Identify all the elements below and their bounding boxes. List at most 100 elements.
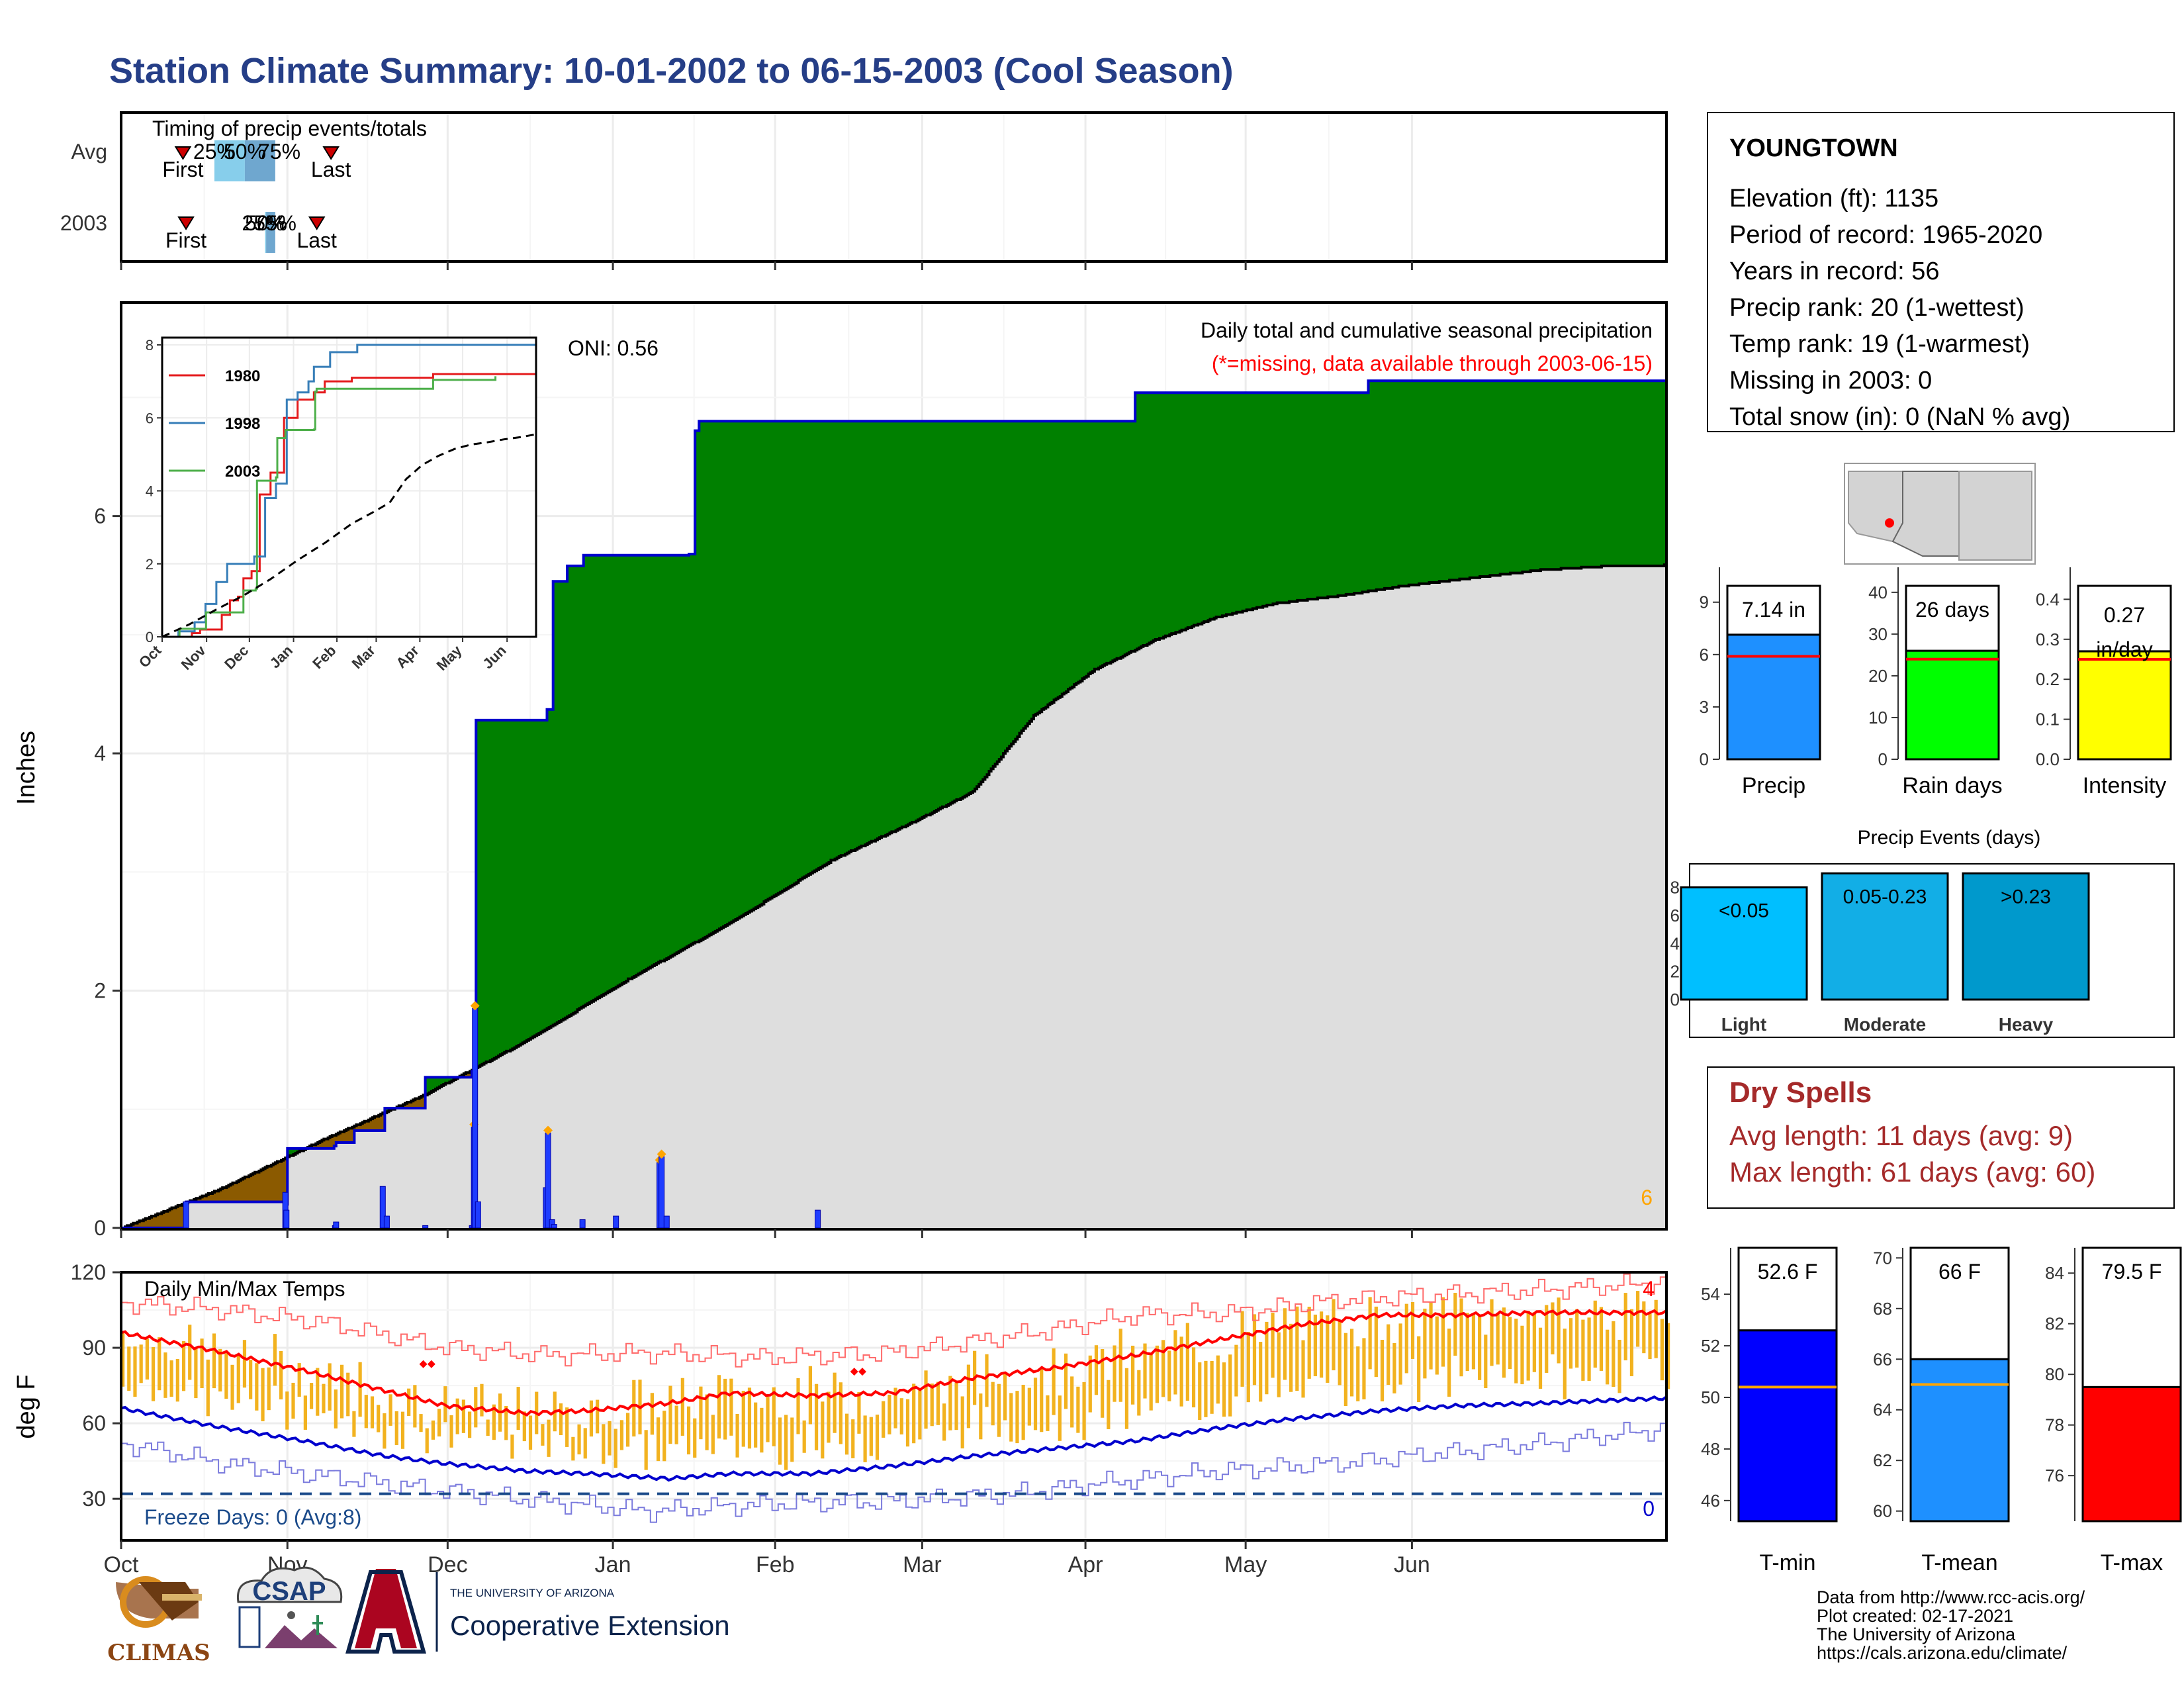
footer-line-1: Plot created: 02-17-2021 bbox=[1817, 1606, 2013, 1626]
record-high-marker bbox=[419, 1360, 428, 1368]
daily-precip-marker bbox=[657, 1149, 666, 1159]
daily-temp-bar bbox=[1648, 1313, 1652, 1360]
daily-temp-bar bbox=[1429, 1302, 1433, 1370]
daily-temp-bar bbox=[1216, 1355, 1220, 1404]
daily-temp-bar bbox=[151, 1347, 156, 1401]
events-bar-1-label: Moderate bbox=[1844, 1014, 1926, 1035]
events-ytick-label-0: 0 bbox=[1670, 990, 1680, 1009]
daily-temp-bar bbox=[1374, 1306, 1378, 1378]
events-ytick-label-1: 2 bbox=[1670, 962, 1680, 982]
daily-temp-bar bbox=[851, 1419, 855, 1458]
daily-temp-bar bbox=[1392, 1342, 1396, 1393]
timing-row-avg-label: Avg bbox=[71, 140, 107, 164]
daily-temp-bar bbox=[942, 1403, 946, 1441]
daily-precip-bar bbox=[475, 1201, 481, 1229]
inset-ytick-label-4: 8 bbox=[146, 337, 154, 353]
daily-temp-bar bbox=[1617, 1339, 1621, 1393]
daily-temp-bar bbox=[1502, 1307, 1506, 1378]
normal-min-line bbox=[120, 1395, 1668, 1482]
daily-temp-bar bbox=[784, 1415, 788, 1470]
month-label-8: Jun bbox=[1394, 1552, 1430, 1577]
temp-count-top: 4 bbox=[1643, 1277, 1655, 1301]
daily-temp-bar bbox=[504, 1405, 508, 1440]
daily-temp-bar bbox=[814, 1383, 819, 1450]
temp-bar-1-tick-label-5: 70 bbox=[1873, 1248, 1892, 1268]
daily-temp-bar bbox=[1514, 1319, 1518, 1383]
daily-temp-bar bbox=[1118, 1329, 1122, 1402]
daily-temp-bar bbox=[1113, 1345, 1116, 1402]
daily-precip-bar bbox=[183, 1201, 189, 1229]
california-shape bbox=[1848, 471, 1903, 543]
daily-temp-bar bbox=[821, 1401, 825, 1459]
daily-temp-bar bbox=[875, 1414, 880, 1460]
precip-ylabel: Inches bbox=[13, 731, 40, 805]
stat-bar-1-tick-label-3: 30 bbox=[1868, 624, 1888, 644]
daily-temp-bar bbox=[279, 1350, 283, 1400]
daily-temp-bar bbox=[1465, 1313, 1469, 1372]
events-bar-0-label: Light bbox=[1721, 1014, 1766, 1035]
avg-last-label: Last bbox=[311, 158, 351, 181]
daily-temp-bar bbox=[1666, 1323, 1670, 1389]
daily-temp-bar bbox=[419, 1414, 423, 1432]
temp-bar-2-tick-label-1: 78 bbox=[2045, 1415, 2064, 1435]
daily-temp-bar bbox=[1046, 1395, 1050, 1431]
events-bar-0-range: <0.05 bbox=[1719, 900, 1769, 922]
daily-temp-bar bbox=[1198, 1362, 1202, 1421]
daily-temp-bar bbox=[1435, 1316, 1439, 1375]
daily-temp-bar bbox=[413, 1385, 417, 1428]
daily-temp-bar bbox=[1082, 1382, 1086, 1440]
month-label-0: Oct bbox=[104, 1552, 139, 1577]
daily-temp-bar bbox=[887, 1394, 891, 1434]
daily-temp-bar bbox=[303, 1395, 307, 1430]
daily-temp-bar bbox=[328, 1363, 332, 1411]
daily-temp-bar bbox=[1349, 1329, 1354, 1397]
temp-ytick-label-3: 120 bbox=[71, 1260, 106, 1284]
daily-temp-bar bbox=[1612, 1321, 1615, 1387]
daily-temp-bar bbox=[1307, 1306, 1311, 1379]
daily-temp-bar bbox=[121, 1332, 125, 1387]
daily-temp-bar bbox=[632, 1380, 636, 1437]
temp-bar-1-tick-label-2: 64 bbox=[1873, 1400, 1892, 1420]
daily-precip-bar bbox=[283, 1209, 290, 1229]
station-line-2: Years in record: 56 bbox=[1729, 258, 1940, 285]
daily-temp-bar bbox=[522, 1411, 526, 1442]
new-mexico-shape bbox=[1958, 471, 2032, 561]
daily-precip-bar bbox=[333, 1221, 340, 1229]
temp-panel: 30 60 90 120 deg F Daily Min/Max Temps Free… bbox=[13, 1260, 1670, 1577]
daily-temp-bar bbox=[352, 1411, 356, 1437]
daily-temp-bar bbox=[334, 1389, 338, 1429]
daily-temp-bar bbox=[431, 1420, 435, 1440]
daily-temp-bar bbox=[1569, 1318, 1573, 1369]
daily-temp-bar bbox=[1240, 1311, 1244, 1387]
daily-temp-bar bbox=[1058, 1395, 1062, 1441]
daily-temp-bar bbox=[358, 1362, 362, 1417]
events-bar-0 bbox=[1680, 886, 1808, 1001]
daily-temp-bar bbox=[1191, 1347, 1196, 1408]
inset-series-normal bbox=[161, 432, 537, 638]
daily-temp-bar bbox=[400, 1411, 405, 1449]
inset-xtick-label-7: May bbox=[433, 641, 465, 673]
daily-temp-bar bbox=[1654, 1299, 1658, 1358]
events-bar-1 bbox=[1821, 872, 1949, 1001]
daily-temp-bar bbox=[297, 1363, 301, 1397]
stat-bar-0-tick-label-3: 9 bbox=[1700, 592, 1709, 612]
daily-temp-bar bbox=[766, 1397, 770, 1442]
daily-temp-bar bbox=[1326, 1315, 1330, 1383]
daily-temp-bar bbox=[954, 1382, 958, 1430]
stat-bar-2-tick-label-1: 0.1 bbox=[2036, 710, 2060, 729]
temp-bar-2-tick-label-2: 80 bbox=[2045, 1364, 2064, 1384]
daily-temp-bar bbox=[480, 1383, 484, 1417]
temp-ylabel: deg F bbox=[13, 1374, 40, 1438]
daily-temp-bar bbox=[1101, 1348, 1105, 1418]
daily-temp-bar bbox=[717, 1375, 721, 1439]
oni-label: ONI: 0.56 bbox=[568, 336, 659, 360]
inset-ytick-label-2: 4 bbox=[146, 483, 154, 500]
daily-temp-bar bbox=[249, 1360, 253, 1399]
station-line-0: Elevation (ft): 1135 bbox=[1729, 185, 1938, 212]
daily-temp-bar bbox=[699, 1386, 703, 1440]
daily-temp-bar bbox=[869, 1417, 873, 1456]
daily-temp-bar bbox=[322, 1383, 326, 1414]
daily-temp-bar bbox=[1490, 1299, 1494, 1366]
temp-bar-2 bbox=[2081, 1385, 2182, 1523]
daily-temp-bar bbox=[1398, 1323, 1402, 1385]
